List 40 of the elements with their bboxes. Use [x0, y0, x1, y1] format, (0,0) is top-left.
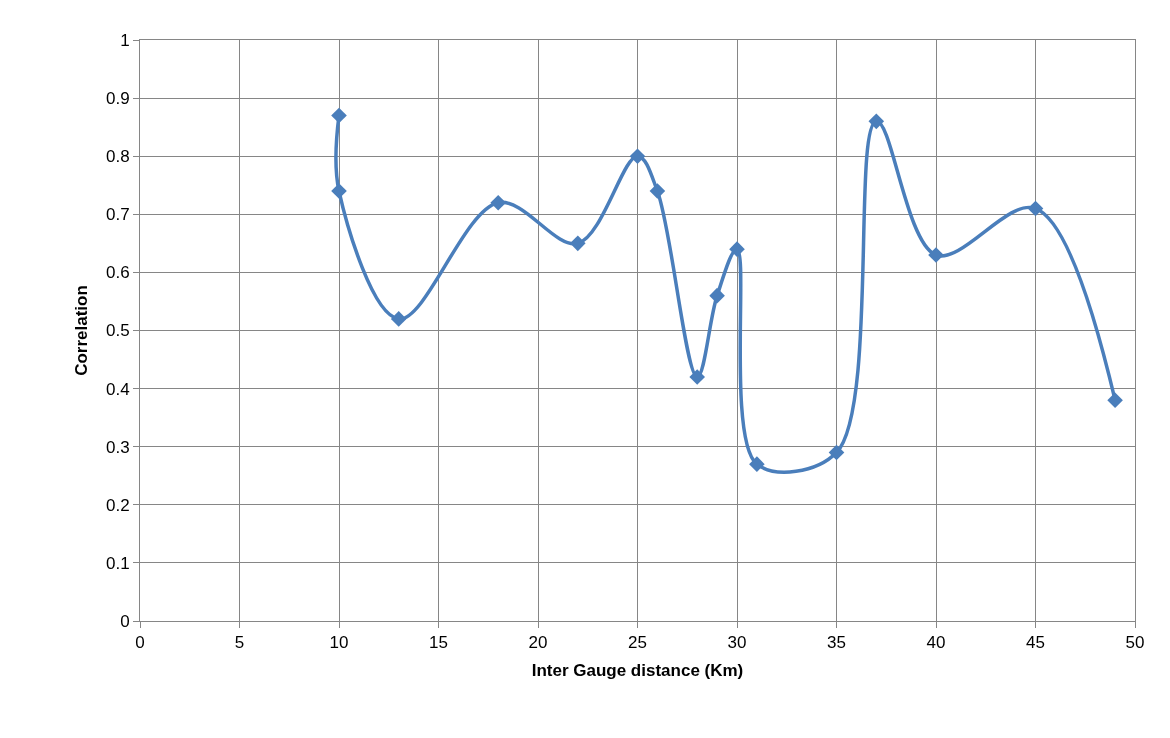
x-tick-label: 0: [135, 633, 145, 653]
point: [1027, 200, 1044, 217]
y-tick-label: 0.6: [105, 263, 130, 283]
point: [390, 311, 407, 327]
point: [490, 194, 506, 211]
point: [629, 148, 646, 164]
point: [1107, 392, 1123, 409]
x-tick-label: 25: [628, 633, 647, 653]
y-tick-label: 0.5: [105, 321, 130, 341]
x-tick-label: 30: [727, 633, 747, 653]
x-tick-label: 40: [926, 633, 946, 653]
point: [729, 241, 745, 257]
x-tick-label: 15: [429, 633, 448, 653]
y-tick-label: 0: [120, 611, 130, 631]
y-axis-title: Correlation: [71, 285, 91, 376]
point: [570, 235, 586, 252]
point: [649, 183, 666, 199]
point: [928, 247, 944, 263]
x-tick-label: 20: [528, 633, 548, 653]
x-tick-label: 50: [1125, 633, 1145, 653]
point: [868, 113, 885, 130]
y-tick-label: 0.1: [105, 553, 130, 573]
y-tick-label: 1: [120, 30, 130, 50]
y-tick-label: 0.4: [105, 379, 130, 399]
x-tick-label: 35: [827, 633, 846, 653]
y-tick-label: 0.8: [105, 147, 130, 167]
point: [331, 183, 347, 199]
point: [689, 369, 705, 385]
point: [828, 444, 845, 461]
y-tick-label: 0.2: [105, 495, 130, 515]
point: [709, 287, 725, 304]
point: [331, 107, 347, 124]
x-tick-label: 45: [1026, 633, 1045, 653]
y-tick-label: 0.3: [105, 437, 130, 457]
y-tick-label: 0.9: [105, 89, 130, 109]
y-tick-label: 0.7: [105, 205, 130, 225]
x-tick-label: 10: [329, 633, 349, 653]
x-axis-title: Inter Gauge distance (Km): [531, 660, 744, 680]
x-tick-label: 5: [234, 633, 245, 653]
point: [749, 456, 765, 472]
